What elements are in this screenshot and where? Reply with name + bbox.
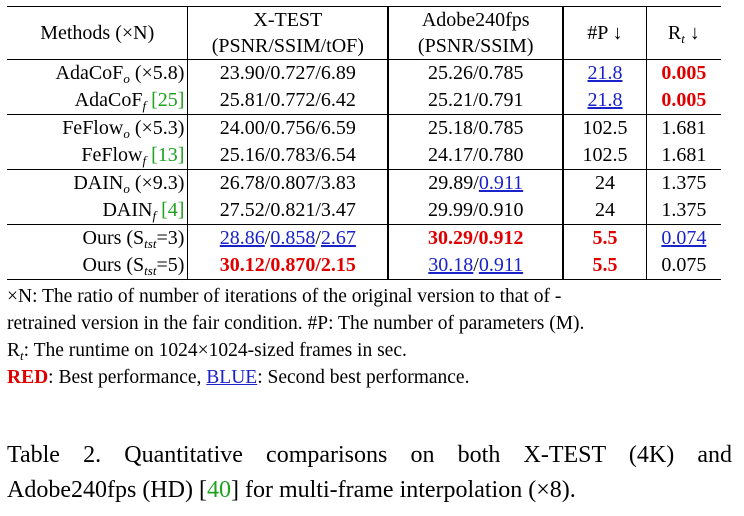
adobe-cell: 24.17/0.780 [387,142,564,170]
method-name: Ours (Stst=5) [7,252,188,280]
note-runtime: Rt: The runtime on 1024×1024-sized frame… [7,340,407,363]
params-cell: 5.5 [562,252,647,280]
citation-link[interactable]: [13] [151,144,185,166]
xtest-cell: 27.52/0.821/3.47 [187,197,389,225]
method-name: DAINf [4] [7,197,188,225]
runtime-cell: 0.005 [645,87,721,115]
params-cell: 102.5 [562,114,647,142]
runtime-cell: 0.074 [645,224,721,252]
table-row: AdaCoFo (×5.8) 23.90/0.727/6.89 25.26/0.… [7,59,721,87]
citation-link[interactable]: 40 [206,477,231,503]
table-row: AdaCoFf [25] 25.81/0.772/6.42 25.21/0.79… [7,87,721,115]
table-row: DAINf [4] 27.52/0.821/3.47 29.99/0.910 2… [7,197,721,225]
note-legend: RED: Best performance, BLUE: Second best… [7,367,470,388]
runtime-header: Rt ↓ [645,6,721,60]
xtest-cell: 26.78/0.807/3.83 [187,169,389,197]
note-params: retrained version in the fair condition.… [7,313,585,334]
results-table: Methods (×N) X-TEST (PSNR/SSIM/tOF) Adobe… [7,6,721,280]
params-cell: 21.8 [562,59,647,87]
adobe-cell: 30.18/0.911 [387,252,564,280]
legend-red: RED [7,367,49,388]
caption-line-2: Adobe240fps (HD) [40] for multi-frame in… [7,477,576,503]
adobe-cell: 25.26/0.785 [387,59,564,87]
table-row: FeFlowo (×5.3) 24.00/0.756/6.59 25.18/0.… [7,114,721,142]
methods-header: Methods (×N) [7,6,188,60]
table-notes: ×N: The ratio of number of iterations of… [7,283,727,391]
params-header: #P ↓ [562,6,647,60]
adobe-cell: 29.89/0.911 [387,169,564,197]
params-cell: 24 [562,197,647,225]
method-name: DAINo (×9.3) [73,172,185,196]
xtest-cell: 24.00/0.756/6.59 [187,114,389,142]
table-row: Ours (Stst=3) 28.86/0.858/2.67 30.29/0.9… [7,224,721,252]
table-row: DAINo (×9.3) 26.78/0.807/3.83 29.89/0.91… [7,169,721,197]
table-row: Ours (Stst=5) 30.12/0.870/2.15 30.18/0.9… [7,252,721,280]
runtime-cell: 1.375 [645,169,721,197]
xtest-cell: 25.81/0.772/6.42 [187,87,389,115]
adobe-cell: 25.18/0.785 [387,114,564,142]
runtime-cell: 1.681 [645,142,721,170]
xtest-cell: 25.16/0.783/6.54 [187,142,389,170]
table-caption: Table 2. Quantitative comparisons on bot… [7,438,732,508]
caption-line-1: Table 2. Quantitative comparisons on bot… [7,442,732,468]
legend-blue: BLUE [206,367,258,388]
adobe-header: Adobe240fps (PSNR/SSIM) [387,6,564,60]
adobe-cell: 29.99/0.910 [387,197,564,225]
method-name: FeFlowo (×5.3) [62,117,185,141]
adobe-cell: 25.21/0.791 [387,87,564,115]
xtest-cell: 23.90/0.727/6.89 [187,59,389,87]
method-name: FeFlowf [13] [7,142,188,170]
note-ratio: ×N: The ratio of number of iterations of… [7,286,562,307]
method-name: AdaCoFo (×5.8) [55,62,185,86]
runtime-cell: 1.375 [645,197,721,225]
runtime-cell: 0.075 [645,252,721,280]
params-cell: 21.8 [562,87,647,115]
params-cell: 24 [562,169,647,197]
xtest-cell: 30.12/0.870/2.15 [187,252,389,280]
xtest-header: X-TEST (PSNR/SSIM/tOF) [187,6,389,60]
table-row: FeFlowf [13] 25.16/0.783/6.54 24.17/0.78… [7,142,721,170]
citation-link[interactable]: [25] [151,89,185,111]
header-row: Methods (×N) X-TEST (PSNR/SSIM/tOF) Adobe… [7,6,721,60]
method-name: AdaCoFf [25] [7,87,188,115]
adobe-cell: 30.29/0.912 [387,224,564,252]
params-cell: 102.5 [562,142,647,170]
citation-link[interactable]: [4] [161,199,185,221]
runtime-cell: 1.681 [645,114,721,142]
method-name: Ours (Stst=3) [82,227,185,251]
params-cell: 5.5 [562,224,647,252]
runtime-cell: 0.005 [645,59,721,87]
xtest-cell: 28.86/0.858/2.67 [187,224,389,252]
